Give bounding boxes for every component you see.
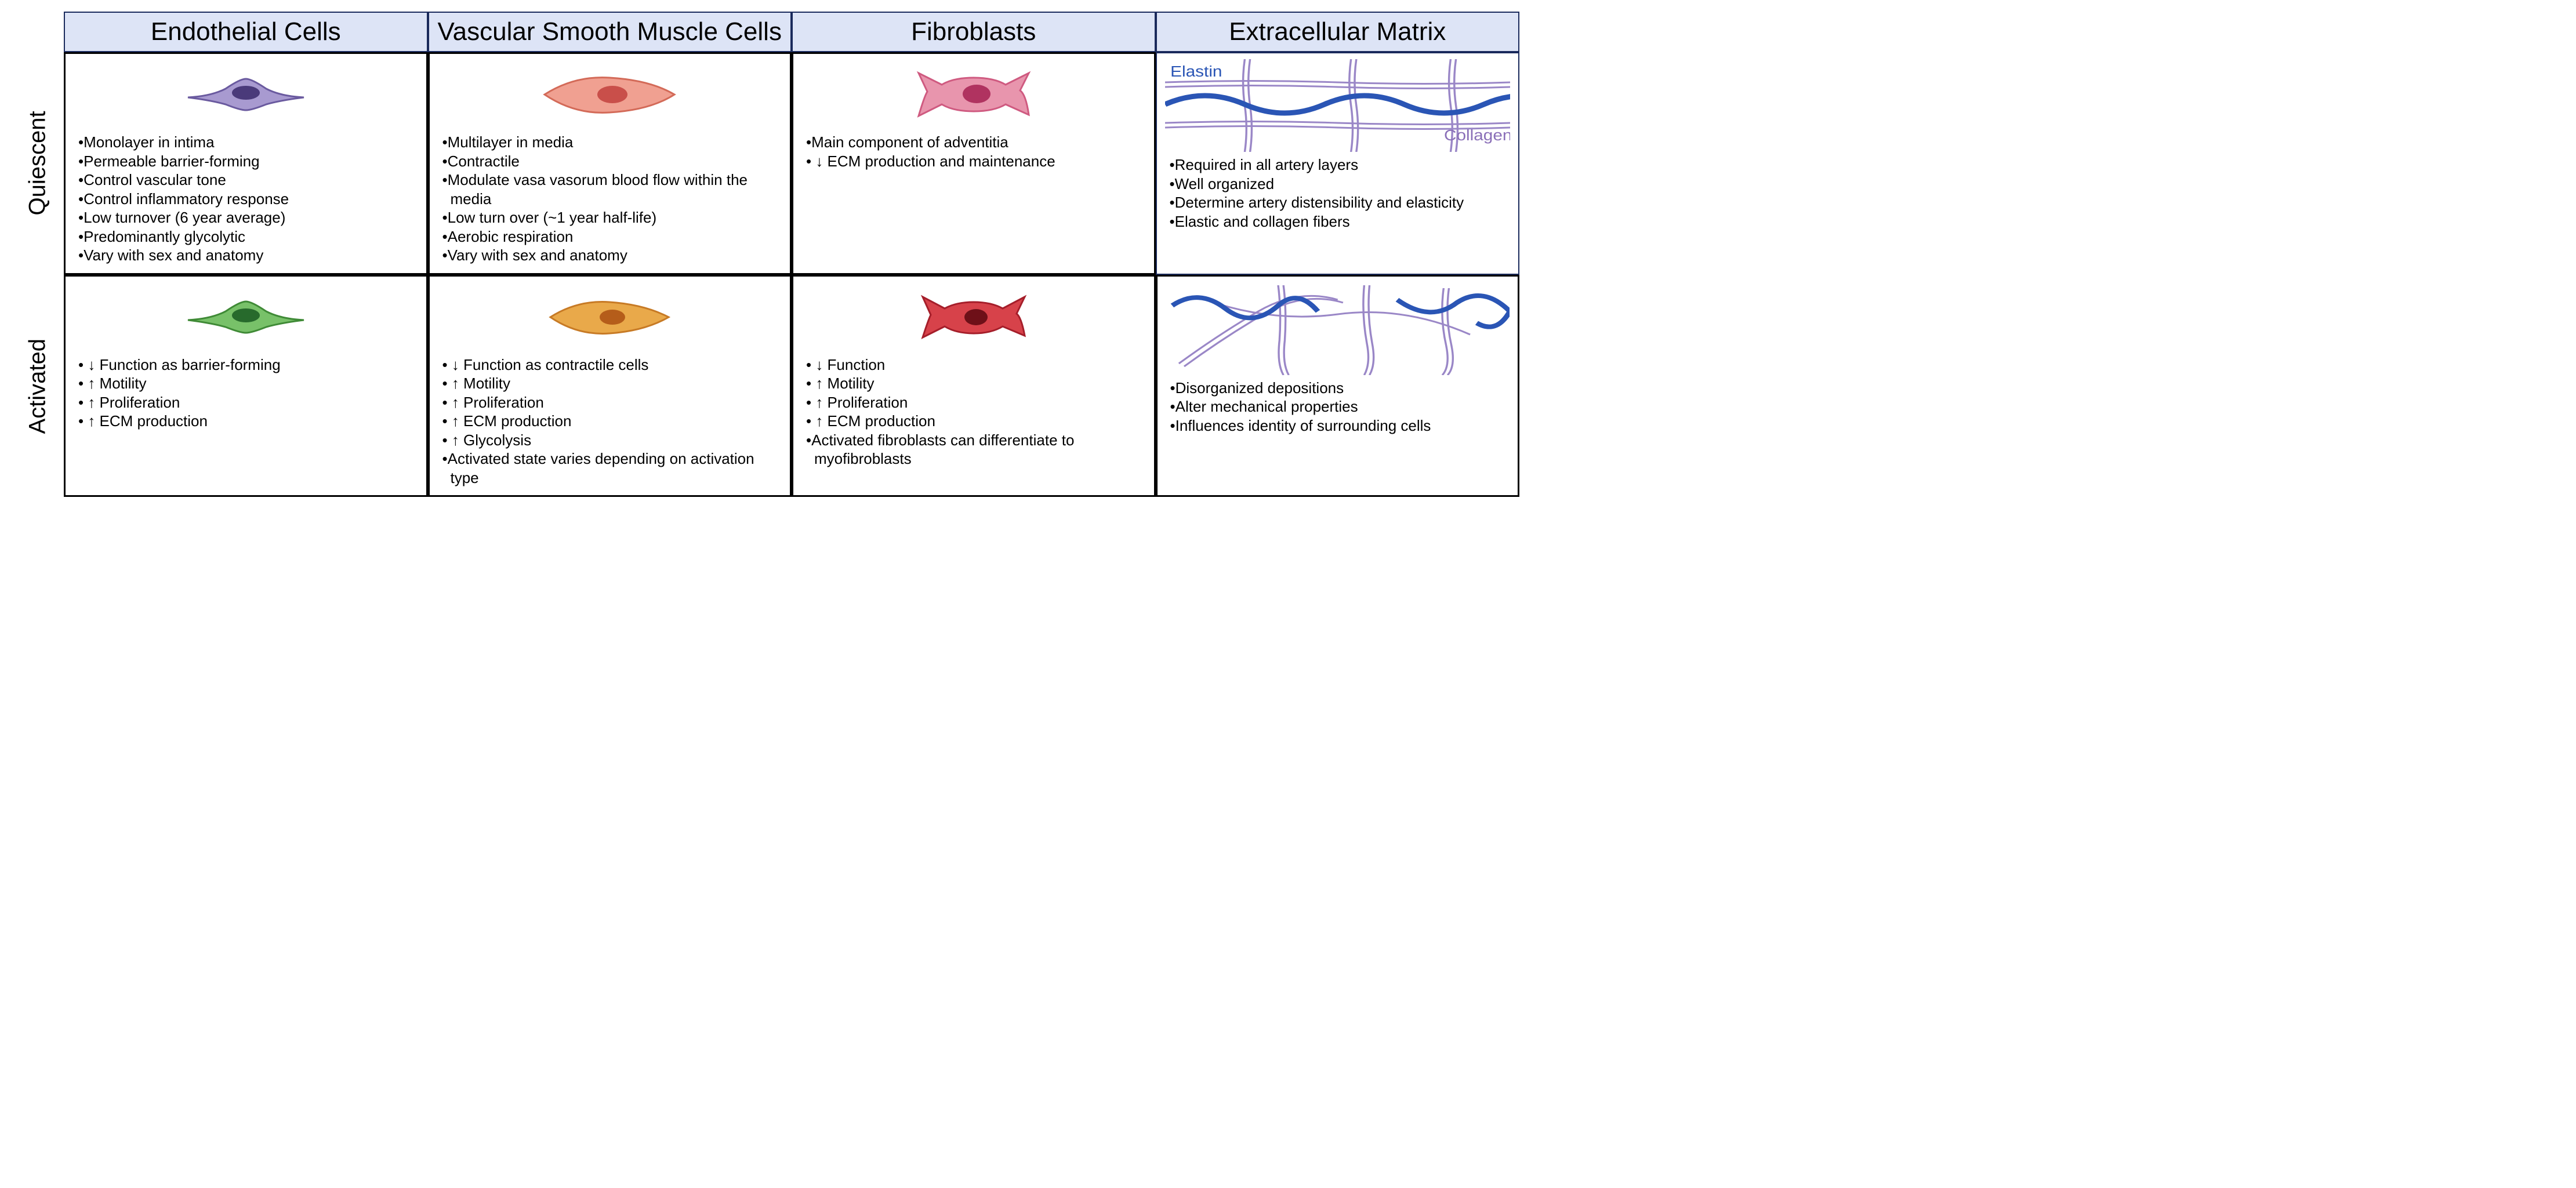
col-header-label: Vascular Smooth Muscle Cells: [438, 19, 782, 45]
bullet-item: •Contractile: [438, 152, 782, 171]
nucleus-icon: [232, 86, 260, 100]
bullet-item: •Activated state varies depending on act…: [438, 449, 782, 487]
grid-corner: [12, 12, 64, 52]
bullet-item: • ↑ ECM production: [801, 412, 1146, 431]
cell-endothelial-activated: • ↓ Function as barrier-forming• ↑ Motil…: [64, 275, 428, 497]
bullet-item: •Activated fibroblasts can differentiate…: [801, 431, 1146, 468]
fibroblast-cell-icon: [801, 60, 1146, 129]
bullet-item: •Vary with sex and anatomy: [74, 246, 418, 265]
endothelial-cell-icon: [74, 282, 418, 352]
col-header-label: Extracellular Matrix: [1229, 19, 1446, 45]
bullet-list: • ↓ Function as barrier-forming• ↑ Motil…: [74, 355, 418, 431]
endothelial-cell-icon: [74, 60, 418, 129]
bullet-item: • ↓ Function: [801, 355, 1146, 375]
vsmc-cell-icon: [438, 60, 782, 129]
bullet-item: •Modulate vasa vasorum blood flow within…: [438, 170, 782, 208]
bullet-item: •Multilayer in media: [438, 133, 782, 152]
bullet-item: •Main component of adventitia: [801, 133, 1146, 152]
bullet-list: •Multilayer in media•Contractile•Modulat…: [438, 133, 782, 265]
ecm-organized-icon: Elastin Collagen: [1165, 59, 1511, 152]
bullet-item: • ↓ ECM production and maintenance: [801, 152, 1146, 171]
bullet-list: •Disorganized depositions•Alter mechanic…: [1166, 379, 1510, 435]
bullet-item: •Vary with sex and anatomy: [438, 246, 782, 265]
fibroblast-cell-icon: [801, 282, 1146, 352]
cell-fibroblast-quiescent: •Main component of adventitia• ↓ ECM pro…: [792, 52, 1156, 275]
bullet-item: • ↑ ECM production: [74, 412, 418, 431]
bullet-list: •Main component of adventitia• ↓ ECM pro…: [801, 133, 1146, 170]
col-header-endothelial: Endothelial Cells: [64, 12, 428, 52]
bullet-item: •Control vascular tone: [74, 170, 418, 190]
nucleus-icon: [232, 308, 260, 322]
bullet-item: • ↓ Function as barrier-forming: [74, 355, 418, 375]
bullet-item: • ↑ Glycolysis: [438, 431, 782, 450]
nucleus-icon: [963, 85, 991, 103]
bullet-item: •Well organized: [1165, 175, 1511, 194]
bullet-item: •Required in all artery layers: [1165, 155, 1511, 175]
comparison-grid: Endothelial Cells Vascular Smooth Muscle…: [12, 12, 1519, 497]
bullet-item: •Predominantly glycolytic: [74, 227, 418, 246]
col-header-vsmc: Vascular Smooth Muscle Cells: [428, 12, 792, 52]
nucleus-icon: [600, 310, 625, 325]
bullet-item: •Aerobic respiration: [438, 227, 782, 246]
bullet-item: •Disorganized depositions: [1166, 379, 1510, 398]
row-label-quiescent: Quiescent: [12, 52, 64, 275]
elastin-fiber-icon: [1165, 96, 1511, 113]
nucleus-icon: [597, 86, 627, 103]
row-label-activated: Activated: [12, 275, 64, 497]
bullet-item: •Control inflammatory response: [74, 190, 418, 209]
bullet-item: •Monolayer in intima: [74, 133, 418, 152]
col-header-label: Endothelial Cells: [151, 19, 341, 45]
cell-vsmc-activated: • ↓ Function as contractile cells• ↑ Mot…: [428, 275, 792, 497]
elastin-disordered-icon: [1172, 296, 1510, 327]
col-header-ecm: Extracellular Matrix: [1156, 12, 1520, 52]
bullet-item: • ↑ Motility: [438, 374, 782, 393]
cell-ecm-activated: •Disorganized depositions•Alter mechanic…: [1156, 275, 1520, 497]
bullet-item: • ↑ Proliferation: [801, 393, 1146, 412]
bullet-item: • ↑ Proliferation: [438, 393, 782, 412]
bullet-list: • ↓ Function as contractile cells• ↑ Mot…: [438, 355, 782, 488]
cell-vsmc-quiescent: •Multilayer in media•Contractile•Modulat…: [428, 52, 792, 275]
cell-endothelial-quiescent: •Monolayer in intima•Permeable barrier-f…: [64, 52, 428, 275]
bullet-item: • ↑ Motility: [801, 374, 1146, 393]
bullet-item: •Determine artery distensibility and ela…: [1165, 193, 1511, 212]
cell-ecm-quiescent: Elastin Collagen •Required in all artery…: [1156, 52, 1520, 275]
bullet-item: • ↑ Proliferation: [74, 393, 418, 412]
bullet-item: •Low turnover (6 year average): [74, 208, 418, 227]
bullet-list: •Monolayer in intima•Permeable barrier-f…: [74, 133, 418, 265]
bullet-item: •Influences identity of surrounding cell…: [1166, 416, 1510, 435]
vsmc-cell-icon: [438, 282, 782, 352]
bullet-item: •Alter mechanical properties: [1166, 397, 1510, 416]
bullet-item: •Elastic and collagen fibers: [1165, 212, 1511, 231]
row-label-text: Quiescent: [25, 111, 51, 216]
bullet-list: • ↓ Function• ↑ Motility• ↑ Proliferatio…: [801, 355, 1146, 468]
col-header-label: Fibroblasts: [911, 19, 1036, 45]
bullet-item: •Low turn over (~1 year half-life): [438, 208, 782, 227]
ecm-disorganized-icon: [1166, 282, 1510, 375]
collagen-horizontal-icon: [1165, 81, 1511, 129]
cell-fibroblast-activated: • ↓ Function• ↑ Motility• ↑ Proliferatio…: [792, 275, 1156, 497]
nucleus-icon: [964, 309, 988, 325]
bullet-item: •Permeable barrier-forming: [74, 152, 418, 171]
bullet-item: • ↑ ECM production: [438, 412, 782, 431]
collagen-vertical-icon: [1243, 59, 1457, 152]
bullet-item: • ↑ Motility: [74, 374, 418, 393]
row-label-text: Activated: [25, 338, 51, 434]
col-header-fibroblasts: Fibroblasts: [792, 12, 1156, 52]
bullet-list: •Required in all artery layers•Well orga…: [1165, 155, 1511, 231]
elastin-label: Elastin: [1170, 63, 1222, 80]
collagen-disordered-icon: [1178, 285, 1470, 375]
collagen-label: Collagen: [1443, 127, 1510, 144]
bullet-item: • ↓ Function as contractile cells: [438, 355, 782, 375]
